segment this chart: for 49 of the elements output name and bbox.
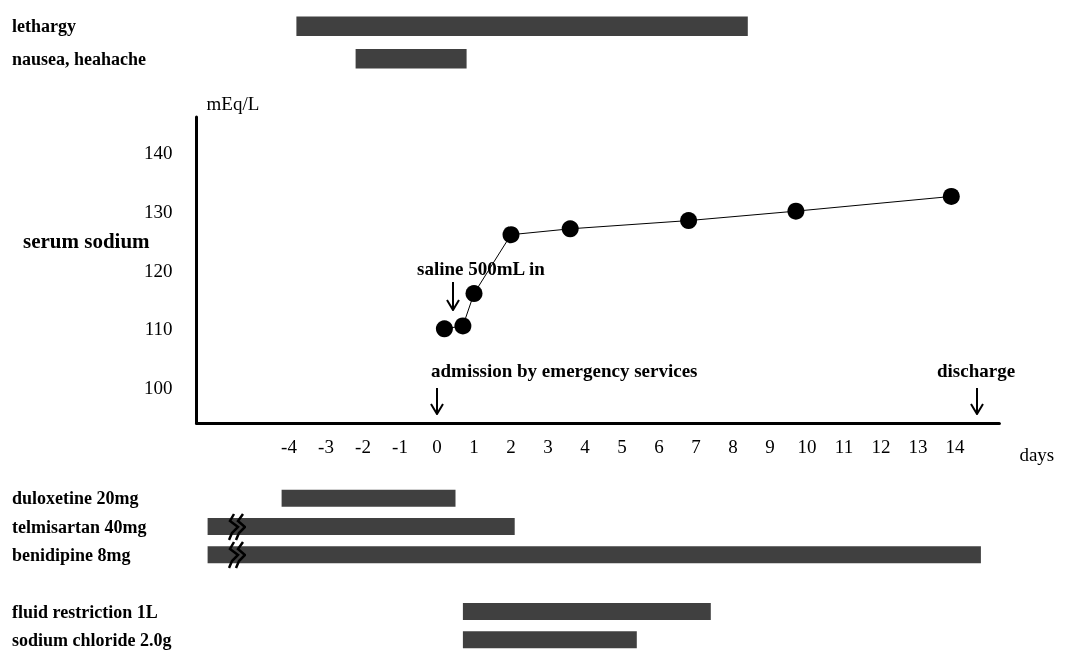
- point: [435, 320, 453, 338]
- x-tick-label: 5: [617, 436, 627, 457]
- annotation: discharge: [937, 360, 1016, 381]
- y-tick-label: fluid restriction 1L: [12, 601, 158, 622]
- x-tick-label: 3: [543, 436, 553, 457]
- x-tick-label: 13: [908, 436, 928, 457]
- x-tick-label: 0: [432, 436, 442, 457]
- y-tick-label: 140: [144, 141, 173, 163]
- x-tick-label: -4: [281, 436, 298, 457]
- bar: [207, 518, 515, 535]
- y-tick-label: nausea, heahache: [12, 48, 147, 69]
- y-tick-label: lethargy: [12, 16, 76, 37]
- annotation: admission by emergency services: [431, 360, 698, 381]
- x-tick-label: 4: [580, 436, 591, 457]
- x-tick-label: 12: [871, 436, 891, 457]
- bar: [207, 546, 981, 564]
- x-tick-label: 6: [654, 436, 664, 457]
- y-tick-label: benidipine 8mg: [12, 544, 131, 565]
- point: [502, 226, 520, 244]
- point: [561, 220, 579, 238]
- y-tick-label: 110: [144, 318, 173, 340]
- x-tick-label: 2: [506, 436, 516, 457]
- point: [454, 317, 472, 335]
- x-tick-label: 10: [797, 436, 817, 457]
- point: [680, 212, 698, 230]
- x-tick-label: 7: [691, 436, 701, 457]
- y-tick-label: 120: [144, 259, 173, 281]
- y-axis-title: mEq/L: [206, 93, 260, 114]
- y-tick-label: telmisartan 40mg: [12, 516, 147, 537]
- x-tick-label: 11: [834, 436, 854, 457]
- x-tick-label: -1: [392, 436, 408, 457]
- bar: [462, 603, 711, 620]
- x-tick-label: -3: [318, 436, 334, 457]
- y-tick-label: sodium chloride 2.0g: [12, 629, 172, 650]
- x-tick-label: 8: [728, 436, 738, 457]
- point: [942, 187, 960, 205]
- point: [787, 202, 805, 220]
- x-tick-label: 9: [765, 436, 775, 457]
- point: [465, 285, 483, 303]
- bar: [281, 489, 456, 507]
- text: serum sodium: [23, 228, 151, 253]
- x-axis-title: days: [1019, 444, 1055, 465]
- bar: [462, 631, 637, 649]
- x-tick-label: 1: [469, 436, 479, 457]
- y-tick-label: duloxetine 20mg: [12, 488, 139, 509]
- x-tick-label: 14: [945, 436, 965, 457]
- x-tick-label: -2: [355, 436, 371, 457]
- y-tick-label: 130: [144, 200, 173, 222]
- y-tick-label: 100: [144, 377, 173, 399]
